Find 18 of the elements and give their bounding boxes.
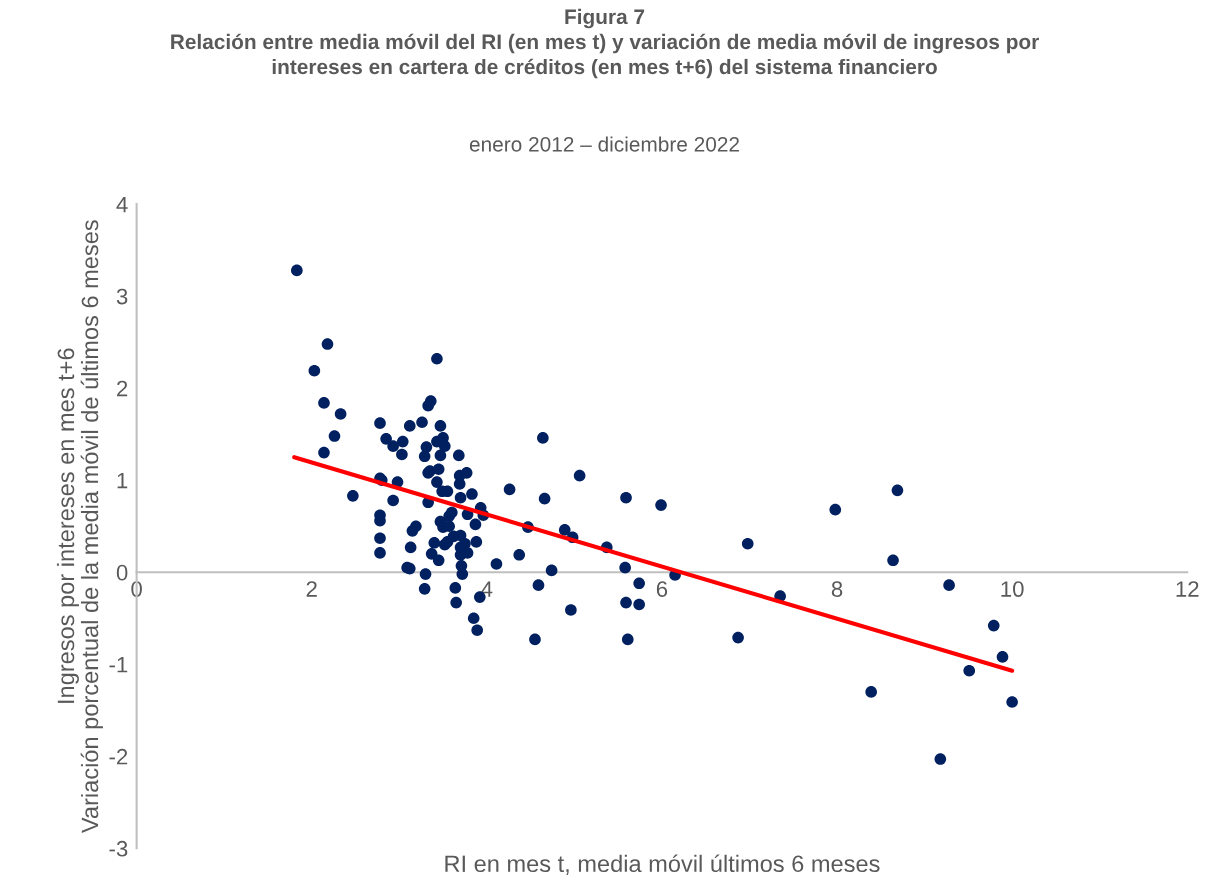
x-tick-label: 8 — [831, 581, 843, 597]
y-tick-label: -2 — [109, 748, 128, 765]
x-tick-label: 12 — [1176, 581, 1199, 597]
x-axis-title: RI en mes t, media móvil últimos 6 meses — [445, 854, 880, 875]
y-tick-label: 2 — [117, 380, 128, 397]
x-tick-label: 6 — [656, 581, 668, 597]
y-tick-label: 0 — [116, 564, 128, 581]
x-tick-label: 2 — [306, 581, 317, 597]
x-tick-label: 10 — [1001, 581, 1024, 597]
x-tick-label: 4 — [481, 581, 493, 597]
chart-title: Figura 7 Relación entre media móvil del RI (en mes t) y variación de media móvil de ingresos por intereses en cartera de créditos (en mes t+6) del sistema financiero — [171, 8, 1039, 79]
y-tick-label: 4 — [116, 196, 128, 213]
y-tick-label: -3 — [109, 840, 128, 857]
y-tick-label: 1 — [117, 472, 128, 489]
y-axis-title: Ingresos por intereses en mes t+6 Variación porcentual de la media móvil de últimos 6 meses — [56, 220, 103, 833]
y-tick-label: -1 — [109, 657, 128, 673]
y-tick-label: 3 — [116, 288, 128, 305]
chart-subtitle: enero 2012 – diciembre 2022 — [469, 136, 739, 152]
